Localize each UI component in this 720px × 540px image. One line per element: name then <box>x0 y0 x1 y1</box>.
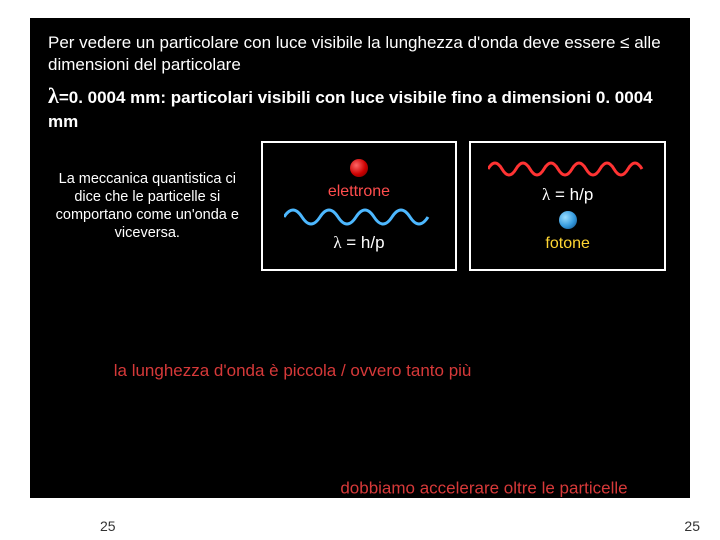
slide-main: Per vedere un particolare con luce visib… <box>30 18 690 498</box>
b1-pre: Tanto più <box>40 361 114 380</box>
b2-l2c: =10 <box>518 455 547 474</box>
intro-text: Per vedere un particolare con luce visib… <box>48 32 672 76</box>
wave-blue-icon <box>284 207 434 227</box>
wave-red-path <box>488 163 642 175</box>
diagram-row: La meccanica quantistica ci dice che le … <box>48 141 672 271</box>
photon-box: λ = h/p fotone <box>469 141 666 271</box>
lambda-line: λ=0. 0004 mm: particolari visibili con l… <box>48 82 672 133</box>
wave-red-icon <box>488 159 648 179</box>
electron-box: elettrone λ = h/p <box>261 141 458 271</box>
exp-13b: -13 <box>244 476 261 490</box>
alpha-symbol: α <box>197 455 206 474</box>
b1-highlight: la lunghezza d'onda è piccola / ovvero t… <box>114 361 472 380</box>
electron-label: elettrone <box>328 183 390 201</box>
quantum-text: La meccanica quantistica ci dice che le … <box>48 170 255 243</box>
b2-l3b: -10 <box>261 479 286 498</box>
photon-icon <box>559 211 577 229</box>
photon-label: fotone <box>545 235 589 253</box>
bottom-paragraph-2: Rutherford fu veramente fortunato, la lu… <box>0 430 720 500</box>
b2-l3d: dobbiamo accelerare oltre le particelle <box>340 479 627 498</box>
b2-l3a: Per andare oltre (10 <box>92 479 243 498</box>
exp-16: -16 <box>285 476 302 490</box>
wave-blue-path <box>284 210 428 224</box>
b2-l1: Rutherford fu veramente fortunato, la lu… <box>128 431 591 450</box>
lambda-symbol: λ <box>48 83 59 108</box>
b2-l2a: particelle <box>124 455 197 474</box>
b2-l2d: cm! <box>564 455 596 474</box>
formula-left: λ = h/p <box>333 233 384 253</box>
lambda-symbol-2: λ <box>509 455 517 474</box>
electron-icon <box>350 159 368 177</box>
b2-l2b: di 7 Me. V da lui usate corrispondeva a <box>206 455 509 474</box>
bottom-paragraph-1: Tanto più la lunghezza d'onda è piccola … <box>0 346 720 412</box>
formula-right: λ = h/p <box>542 185 593 205</box>
b2-l3c: cm) <box>303 479 341 498</box>
exp-13a: -13 <box>546 452 563 466</box>
lambda-text: =0. 0004 mm: particolari visibili con lu… <box>48 88 653 131</box>
page-number-left: 25 <box>100 518 116 534</box>
page-number-right: 25 <box>684 518 700 534</box>
